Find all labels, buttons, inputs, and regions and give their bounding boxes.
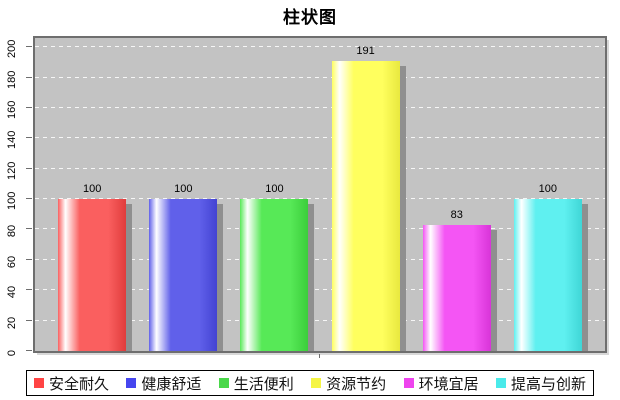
bars-row: 100 100 100 191 83 100 — [35, 38, 605, 351]
gridline-y-100 — [35, 198, 605, 200]
legend-item-4: 环境宜居 — [403, 373, 479, 394]
gridline-y-40 — [35, 289, 605, 291]
y-tick-mark-40 — [26, 289, 32, 291]
bar-生活便利 — [240, 199, 309, 351]
y-tick-mark-160 — [26, 106, 32, 108]
legend-swatch-icon — [126, 378, 137, 388]
legend-item-5: 提高与创新 — [495, 373, 586, 394]
legend-item-0: 安全耐久 — [34, 373, 109, 394]
y-tick-label-80: 80 — [6, 225, 18, 238]
y-tick-label-180: 180 — [6, 70, 18, 89]
bar-环境宜居 — [422, 225, 491, 351]
gridline-y-140 — [35, 137, 605, 139]
legend-swatch-icon — [495, 378, 506, 388]
y-tick-label-200: 200 — [6, 39, 18, 59]
y-tick-label-40: 40 — [6, 286, 18, 299]
y-tick-mark-140 — [26, 137, 32, 139]
y-tick-mark-120 — [26, 167, 32, 169]
legend-label-0: 安全耐久 — [49, 376, 110, 393]
legend-item-3: 资源节约 — [311, 373, 386, 394]
bar-slot-2: 100 — [240, 38, 309, 351]
y-tick-mark-20 — [26, 319, 32, 321]
legend-swatch-icon — [218, 378, 229, 388]
legend-label-4: 环境宜居 — [418, 376, 479, 393]
y-tick-mark-80 — [26, 228, 32, 230]
y-tick-label-160: 160 — [6, 100, 18, 119]
bar-value-label-3: 191 — [356, 45, 375, 57]
legend: 安全耐久 健康舒适 生活便利 资源节约 环境宜居 提高与创新 — [26, 370, 594, 396]
gridline-y-120 — [35, 167, 605, 169]
bar-value-label-2: 100 — [265, 183, 284, 195]
bar-value-label-4: 83 — [450, 209, 463, 221]
legend-swatch-icon — [311, 378, 322, 388]
bar-value-label-0: 100 — [82, 183, 102, 195]
plot-inner: 100 100 100 191 83 100 — [35, 38, 605, 351]
y-tick-label-60: 60 — [6, 255, 18, 268]
x-axis-center-tick — [319, 354, 320, 358]
bar-slot-4: 83 — [422, 38, 491, 351]
gridline-y-20 — [35, 319, 605, 321]
legend-label-5: 提高与创新 — [510, 376, 586, 393]
y-tick-label-20: 20 — [6, 316, 18, 329]
legend-label-2: 生活便利 — [233, 376, 294, 393]
y-tick-label-100: 100 — [6, 191, 18, 211]
gridline-y-60 — [35, 258, 605, 260]
legend-label-3: 资源节约 — [326, 376, 387, 393]
bar-value-label-1: 100 — [174, 183, 193, 195]
y-tick-label-0: 0 — [6, 349, 18, 357]
bar-健康舒适 — [149, 199, 218, 351]
y-axis: 0 20 40 60 80 100 120 140 160 180 200 — [0, 36, 33, 356]
gridline-y-80 — [35, 228, 605, 230]
gridline-y-180 — [35, 76, 605, 78]
bar-slot-3: 191 — [331, 38, 400, 351]
bar-slot-1: 100 — [149, 38, 218, 351]
legend-item-2: 生活便利 — [218, 373, 294, 394]
bar-资源节约 — [331, 61, 400, 351]
legend-item-1: 健康舒适 — [126, 373, 201, 394]
gridline-y-200 — [35, 46, 605, 48]
y-tick-mark-0 — [26, 350, 32, 351]
bar-安全耐久 — [58, 199, 127, 351]
bar-slot-5: 100 — [513, 38, 582, 351]
gridline-y-160 — [35, 106, 605, 108]
y-tick-label-140: 140 — [6, 130, 18, 150]
bar-提高与创新 — [513, 199, 582, 351]
bar-slot-0: 100 — [58, 38, 127, 351]
y-tick-label-120: 120 — [6, 161, 18, 180]
legend-swatch-icon — [34, 378, 44, 388]
bar-value-label-5: 100 — [538, 183, 558, 195]
y-tick-mark-200 — [26, 46, 32, 48]
y-tick-mark-60 — [26, 258, 32, 260]
plot-area: 100 100 100 191 83 100 — [33, 36, 607, 353]
chart-title: 柱状图 — [283, 8, 337, 27]
legend-label-1: 健康舒适 — [141, 376, 202, 393]
y-tick-mark-180 — [26, 76, 32, 78]
y-tick-mark-100 — [26, 198, 32, 200]
legend-swatch-icon — [403, 378, 414, 388]
